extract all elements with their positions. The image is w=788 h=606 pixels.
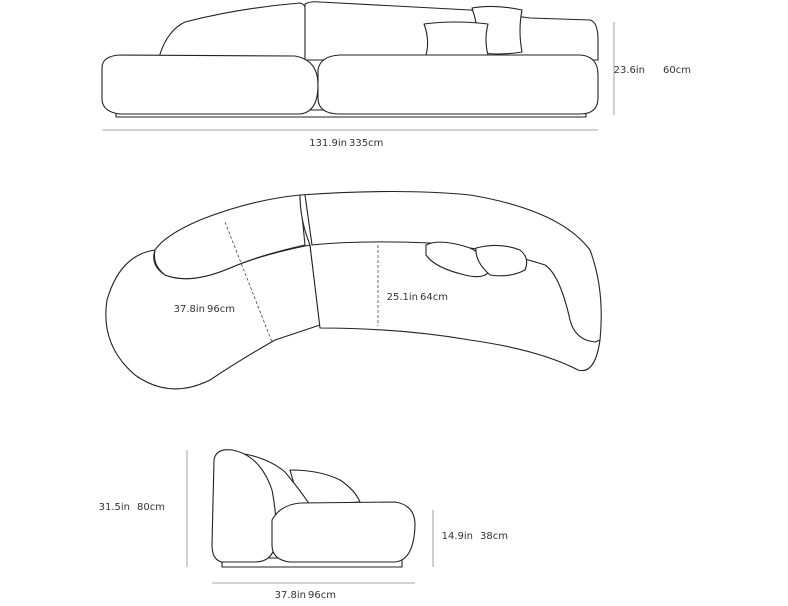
dimension-label: 31.5in (99, 502, 130, 513)
dimension-label: 64cm (420, 292, 448, 303)
dimension-label: 60cm (663, 65, 691, 76)
dimension-label: 335cm (349, 138, 383, 149)
dimension-label: 23.6in (614, 65, 645, 76)
dimension-label: 96cm (308, 590, 336, 601)
dimension-label: 14.9in (442, 531, 473, 542)
dimension-label: 96cm (207, 304, 235, 315)
top-view: 37.8in 96cm 25.1in 64cm (105, 190, 602, 390)
dimension-label: 37.8in (174, 304, 205, 315)
dimension-label: 131.9in (309, 138, 347, 149)
dimension-label: 38cm (480, 531, 508, 542)
dimension-label: 80cm (137, 502, 165, 513)
front-view: 23.6in 60cm 131.9in 335cm (101, 1, 691, 149)
dimension-label: 25.1in (387, 292, 418, 303)
side-view: 31.5in 80cm 14.9in 38cm 37.8in 96cm (99, 449, 508, 601)
dimension-label: 37.8in (275, 590, 306, 601)
